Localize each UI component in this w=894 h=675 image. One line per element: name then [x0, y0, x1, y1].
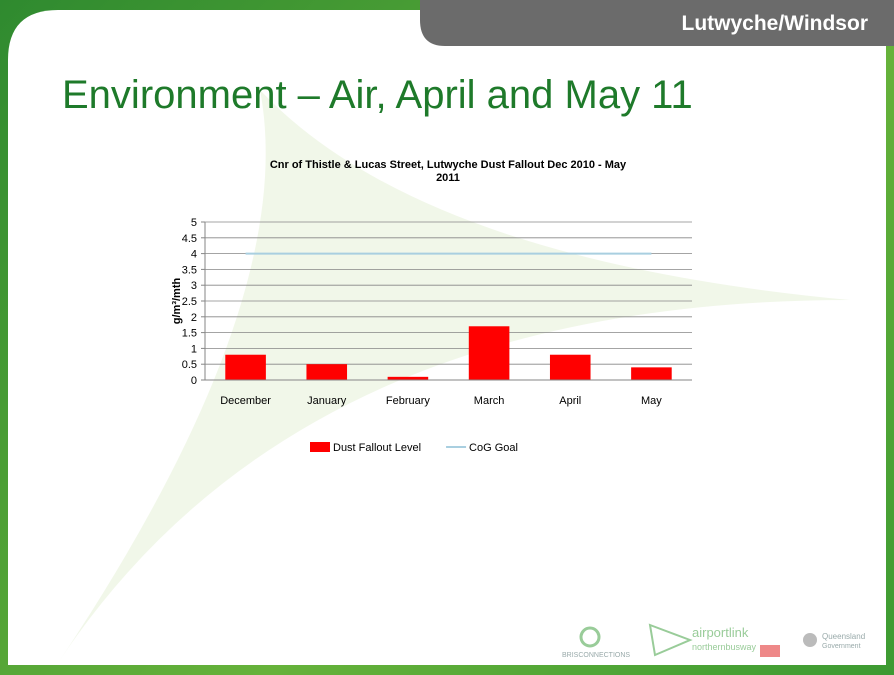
- y-tick-label: 3.5: [182, 264, 197, 276]
- x-tick-label: April: [559, 395, 581, 407]
- bar: [469, 326, 510, 380]
- x-tick-label: December: [220, 395, 271, 407]
- bar: [225, 355, 266, 380]
- x-tick-label: May: [641, 395, 662, 407]
- slide-canvas: Lutwyche/Windsor Environment – Air, Apri…: [0, 0, 894, 675]
- slide-title: Environment – Air, April and May 11: [62, 73, 693, 117]
- logo-text: airportlink: [692, 625, 749, 640]
- x-tick-label: February: [386, 395, 431, 407]
- y-tick-label: 0.5: [182, 359, 197, 371]
- legend-label: Dust Fallout Level: [333, 442, 421, 454]
- bar: [550, 355, 591, 380]
- y-tick-label: 1.5: [182, 328, 197, 340]
- legend-label: CoG Goal: [469, 442, 518, 454]
- y-tick-label: 0: [191, 375, 197, 387]
- x-tick-label: January: [307, 395, 347, 407]
- y-tick-label: 3: [191, 280, 197, 292]
- logo-text: northernbusway: [692, 642, 757, 652]
- legend-swatch: [310, 442, 330, 452]
- logo-icon: [803, 633, 817, 647]
- y-tick-label: 1: [191, 343, 197, 355]
- y-tick-label: 5: [191, 217, 197, 229]
- bar: [306, 364, 347, 380]
- location: Lutwyche/Windsor: [682, 12, 869, 35]
- y-tick-label: 4.5: [182, 233, 197, 245]
- y-tick-label: 4: [191, 249, 197, 261]
- y-tick-label: 2: [191, 312, 197, 324]
- y-tick-label: 2.5: [182, 296, 197, 308]
- logo-icon: [760, 645, 780, 657]
- logo-text: BRISCONNECTIONS: [562, 652, 630, 659]
- slide: Lutwyche/Windsor Environment – Air, Apri…: [0, 0, 894, 675]
- x-tick-label: March: [474, 395, 505, 407]
- logo-text: Government: [822, 643, 861, 650]
- bar: [631, 367, 672, 380]
- logo-text: Queensland: [822, 632, 865, 641]
